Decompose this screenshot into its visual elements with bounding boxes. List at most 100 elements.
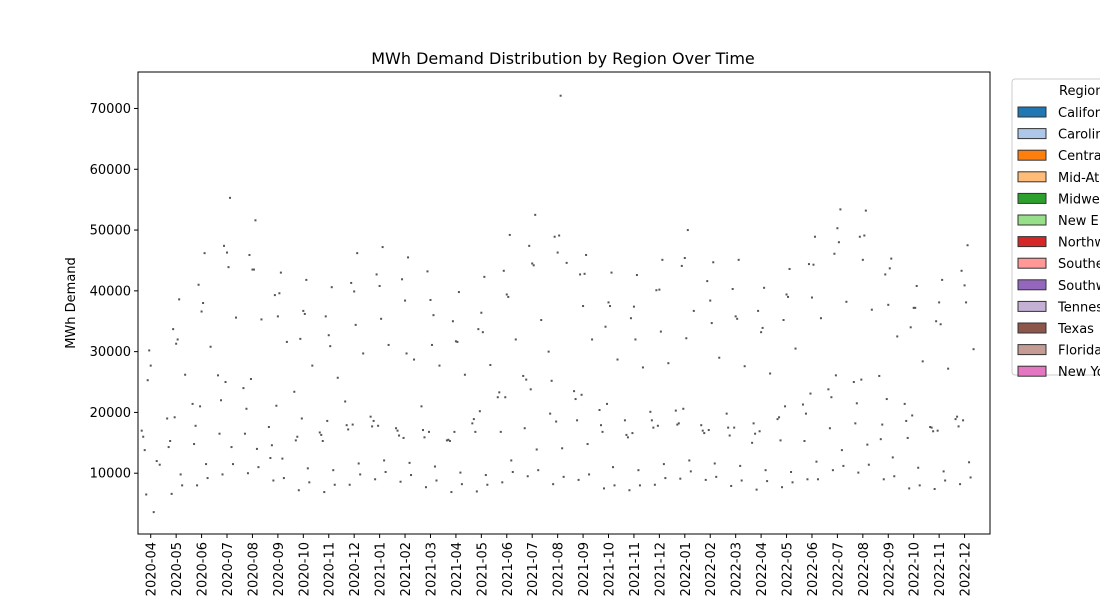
region-box-mark [324,315,327,318]
region-box-mark [372,419,375,422]
x-tick-label: 2020-04 [145,542,160,596]
region-box-mark [496,396,499,399]
region-box-mark [788,267,791,270]
region-box-mark [864,209,867,212]
region-box-mark [155,460,158,463]
region-box-mark [634,338,637,341]
region-box-mark [891,456,894,459]
region-box-mark [251,268,254,271]
region-box-mark [778,416,781,419]
region-box-mark [791,481,794,484]
region-box-mark [840,449,843,452]
region-box-mark [757,309,760,312]
region-box-mark [502,269,505,272]
region-box-mark [929,426,932,429]
region-box-mark [701,429,704,432]
region-box-mark [583,272,586,275]
x-tick-label: 2021-08 [552,542,567,596]
legend-entry-label: Southw [1058,279,1100,294]
region-box-mark [529,388,532,391]
region-box-mark [223,244,226,247]
region-box-mark [652,426,655,429]
region-box-mark [686,229,689,232]
region-box-mark [525,378,528,381]
region-box-mark [267,426,270,429]
region-box-mark [740,479,743,482]
region-box-mark [235,316,238,319]
region-box-mark [727,426,730,429]
region-box-mark [226,251,229,254]
legend-entry-label: Califor [1058,106,1100,121]
region-box-mark [526,475,529,478]
region-box-mark [896,335,899,338]
region-box-mark [305,278,308,281]
x-tick-label: 2021-09 [577,542,592,596]
region-box-mark [706,280,709,283]
legend-swatch [1017,128,1047,140]
x-tick-label: 2021-10 [603,542,618,596]
region-box-mark [905,419,908,422]
region-box-mark [357,462,360,465]
region-box-mark [806,478,809,481]
region-box-mark [432,314,435,317]
region-box-mark [758,430,761,433]
region-box-mark [158,463,161,466]
region-box-mark [860,378,863,381]
region-box-mark [918,484,921,487]
region-box-mark [202,302,205,304]
region-box-mark [354,323,357,326]
region-box-mark [423,436,426,439]
region-box-mark [632,305,635,308]
region-box-mark [884,273,887,276]
region-box-mark [598,408,601,411]
region-box-mark [429,298,432,301]
region-box-mark [200,310,203,313]
region-box-mark [734,315,737,318]
region-box-mark [662,463,665,466]
region-box-mark [296,435,299,438]
legend-entry-label: Carolin [1058,128,1100,143]
x-tick-label: 2022-03 [730,542,745,596]
region-box-mark [254,219,257,222]
region-box-mark [839,208,842,211]
region-box-mark [348,483,351,486]
region-box-mark [966,244,969,247]
x-tick-label: 2020-06 [196,542,211,596]
region-box-mark [408,461,411,464]
region-box-mark [713,462,716,465]
region-box-mark [206,477,209,480]
region-box-mark [914,306,917,309]
region-box-mark [184,373,187,376]
region-box-mark [915,284,918,287]
region-box-mark [939,323,942,326]
region-box-mark [845,300,848,303]
region-box-mark [565,261,568,264]
region-box-mark [142,435,145,438]
region-box-mark [730,484,733,487]
region-box-mark [540,319,543,322]
region-box-mark [232,463,235,466]
region-box-mark [511,470,514,473]
region-box-mark [460,483,463,486]
legend-swatch [1017,214,1047,226]
region-box-mark [831,469,834,472]
region-box-mark [935,320,938,323]
data-marks [140,94,975,514]
region-box-mark [815,460,818,463]
region-box-mark [650,419,653,422]
x-tick-label: 2022-12 [959,542,974,596]
region-box-mark [760,331,763,334]
region-box-mark [878,374,881,377]
region-box-mark [148,349,151,352]
region-box-mark [430,343,433,346]
region-box-mark [784,405,787,408]
region-box-mark [498,391,501,394]
region-box-mark [453,430,456,433]
y-tick-label: 40000 [90,284,131,299]
legend-entry-label: Mid-At [1058,171,1099,186]
region-box-mark [353,290,356,293]
region-box-mark [535,448,538,451]
region-box-mark [306,467,309,470]
region-box-mark [426,270,429,273]
region-box-mark [591,338,594,341]
